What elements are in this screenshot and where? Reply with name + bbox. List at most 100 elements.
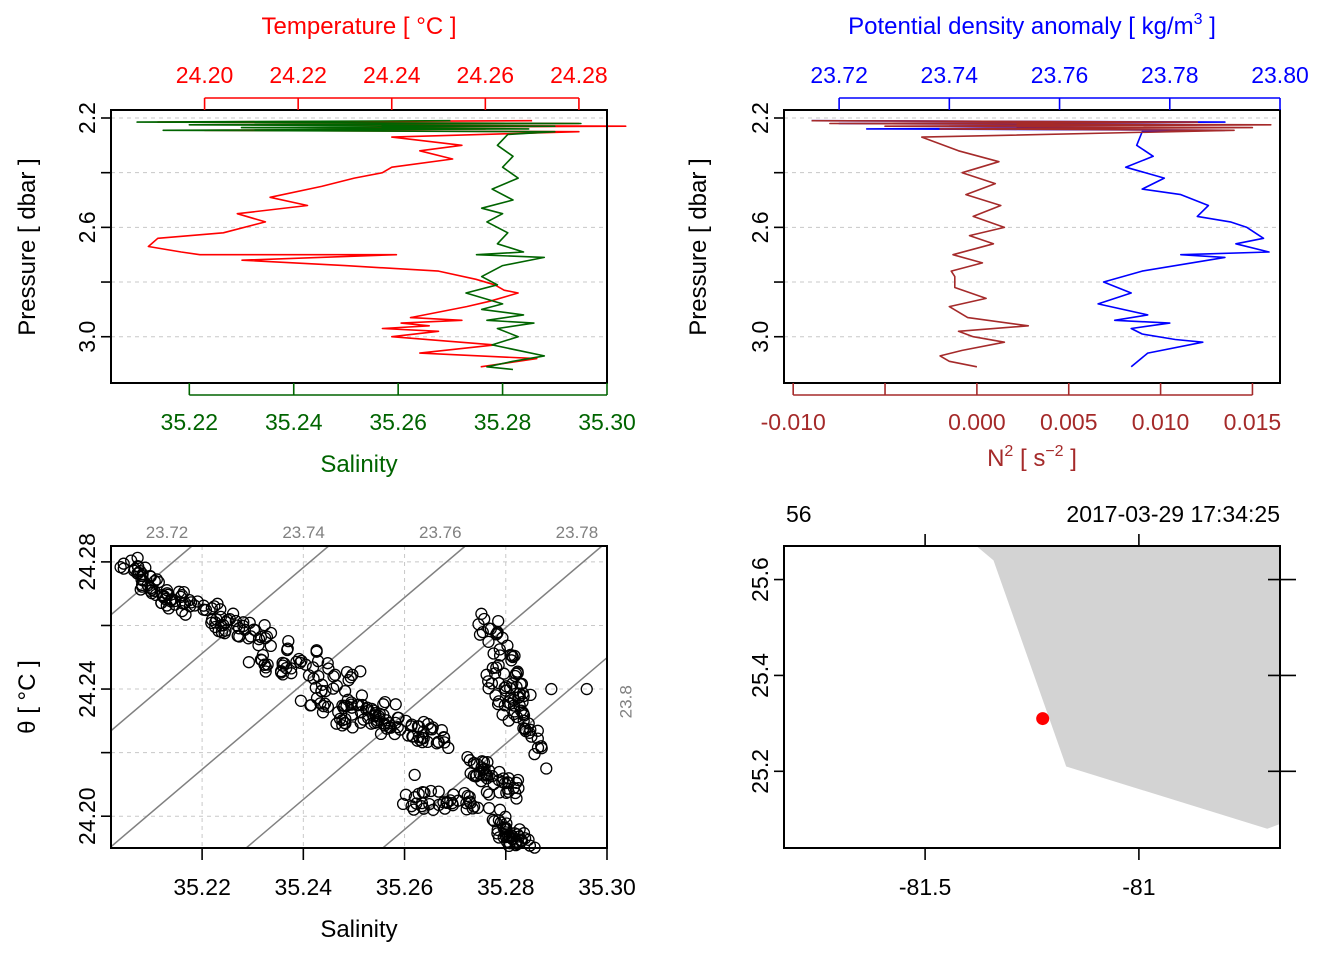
p3-point-415: [424, 784, 438, 798]
p3-y-tick-label-2: 24.28: [74, 533, 100, 591]
p3-point-140: [389, 698, 402, 711]
p3-point-89: [237, 619, 250, 633]
p3-x-tick-label-4: 35.30: [578, 874, 636, 900]
p3-point-444: [499, 830, 513, 844]
p2-top-tick-label-3: 23.78: [1141, 62, 1199, 88]
p3-point-440: [491, 823, 504, 837]
p3-point-111: [310, 644, 323, 657]
p3-point-69: [188, 599, 201, 612]
p3-point-199: [435, 724, 448, 737]
p3-point-374: [470, 757, 484, 771]
p4-x-tick-label-1: -81: [1122, 874, 1155, 900]
p3-point-281: [490, 661, 503, 674]
p2-series: [811, 119, 1272, 368]
p3-point-326: [482, 682, 495, 695]
p3-y-tick-label-0: 24.20: [74, 787, 100, 845]
p3-point-372: [477, 769, 490, 782]
p3-point-321: [524, 723, 537, 736]
p3-point-232: [370, 714, 384, 727]
p3-point-209: [317, 699, 330, 713]
p2-bottom-tick-label-2: 0.000: [948, 409, 1006, 435]
p3-point-240: [336, 699, 349, 712]
p3-point-329: [501, 696, 515, 709]
p3-point-63: [208, 600, 221, 613]
p1-bottom-axis-label: Salinity: [320, 451, 397, 478]
p3-point-187: [374, 727, 388, 741]
p3-isopycnal-label-2: 23.76: [419, 523, 462, 542]
p3-point-17: [145, 587, 159, 600]
p3-point-457: [497, 821, 510, 835]
p3-point-282: [497, 667, 511, 680]
p3-point-414: [482, 788, 496, 801]
p3-point-466: [408, 768, 421, 782]
p3-point-263: [493, 643, 506, 656]
panel-ts-diagram: 35.22 35.24 35.26 35.28 35.30 24.20 24.24 24.28…: [14, 523, 636, 943]
p4-station-number: 56: [786, 501, 812, 527]
p3-x-axis-label: Salinity: [320, 916, 397, 943]
p3-point-142: [378, 695, 392, 709]
p3-point-331: [531, 732, 544, 745]
p3-point-459: [486, 813, 499, 826]
p3-point-83: [199, 603, 213, 617]
p3-point-106: [281, 643, 294, 657]
p3-point-195: [442, 741, 455, 755]
p1-top-axis-label: Temperature [ °C ]: [262, 13, 457, 40]
p2-grid: [784, 117, 1280, 338]
p1-plot-frame: [110, 109, 608, 384]
p3-isopycnal-line-2: [111, 546, 466, 848]
p3-y-tick-label-1: 24.24: [74, 660, 100, 718]
p3-point-399: [399, 788, 413, 801]
p3-point-220: [391, 721, 404, 734]
p4-station-time: 2017-03-29 17:34:25: [1066, 501, 1280, 527]
p3-point-113: [354, 665, 367, 678]
p1-y-tick-label-1: 2.6: [74, 211, 100, 243]
p3-point-124: [218, 627, 231, 640]
p4-y-tick-label-0: 25.2: [747, 749, 773, 794]
p1-y-axis-label: Pressure [ dbar ]: [14, 158, 41, 335]
p3-point-237: [305, 698, 318, 712]
p3-point-32: [150, 573, 163, 586]
panel-density-n2: 23.72 23.74 23.76 23.78 23.80 -0.010 0.000 0.00…: [685, 11, 1309, 472]
p3-point-157: [258, 658, 271, 671]
p3-isopycnal-label-4: 23.8: [616, 685, 635, 718]
p1-y-tick-label-0: 2.2: [74, 102, 100, 134]
p1-grid: [111, 117, 607, 338]
p3-point-244: [321, 700, 335, 713]
p3-point-251: [373, 707, 386, 720]
p1-series: [136, 119, 627, 371]
p3-point-41: [135, 578, 149, 592]
p3-point-379: [432, 785, 445, 798]
p3-point-461: [523, 839, 537, 852]
p3-point-322: [502, 714, 515, 727]
p3-point-248: [361, 711, 375, 725]
p3-point-121: [282, 634, 295, 648]
p3-point-403: [396, 797, 410, 811]
p4-axes: -81.5 -81 25.2 25.4 25.6: [747, 534, 1296, 900]
p4-x-tick-label-0: -81.5: [899, 874, 951, 900]
p3-point-98: [321, 657, 334, 670]
p3-point-332: [508, 705, 521, 718]
p3-point-28: [128, 562, 142, 576]
p4-y-tick-label-2: 25.6: [747, 557, 773, 602]
p1-top-tick-label-2: 24.24: [363, 62, 421, 88]
p1-series-line-1: [136, 119, 582, 371]
p3-point-291: [515, 677, 529, 691]
p2-series-line-0: [811, 119, 1270, 368]
p3-point-114: [295, 654, 308, 668]
p3-point-30: [117, 557, 130, 570]
p3-point-35: [132, 560, 145, 573]
p1-axes: 24.20 24.22 24.24 24.26 24.28 35.22 35.24 35.26…: [74, 62, 636, 435]
p3-point-242: [394, 723, 407, 736]
p3-point-245: [332, 705, 345, 719]
p3-isopycnal-label-0: 23.72: [146, 523, 189, 542]
p3-point-283: [484, 622, 497, 636]
p3-point-370: [461, 750, 474, 764]
p3-y-axis-label: θ [ °C ]: [14, 660, 41, 734]
p4-y-tick-label-1: 25.4: [747, 653, 773, 698]
p3-point-284: [516, 695, 529, 709]
p3-point-80: [172, 585, 186, 598]
p3-isopycnal-label-1: 23.74: [282, 523, 325, 542]
p3-point-108: [205, 613, 219, 627]
p3-point-42: [174, 590, 187, 604]
